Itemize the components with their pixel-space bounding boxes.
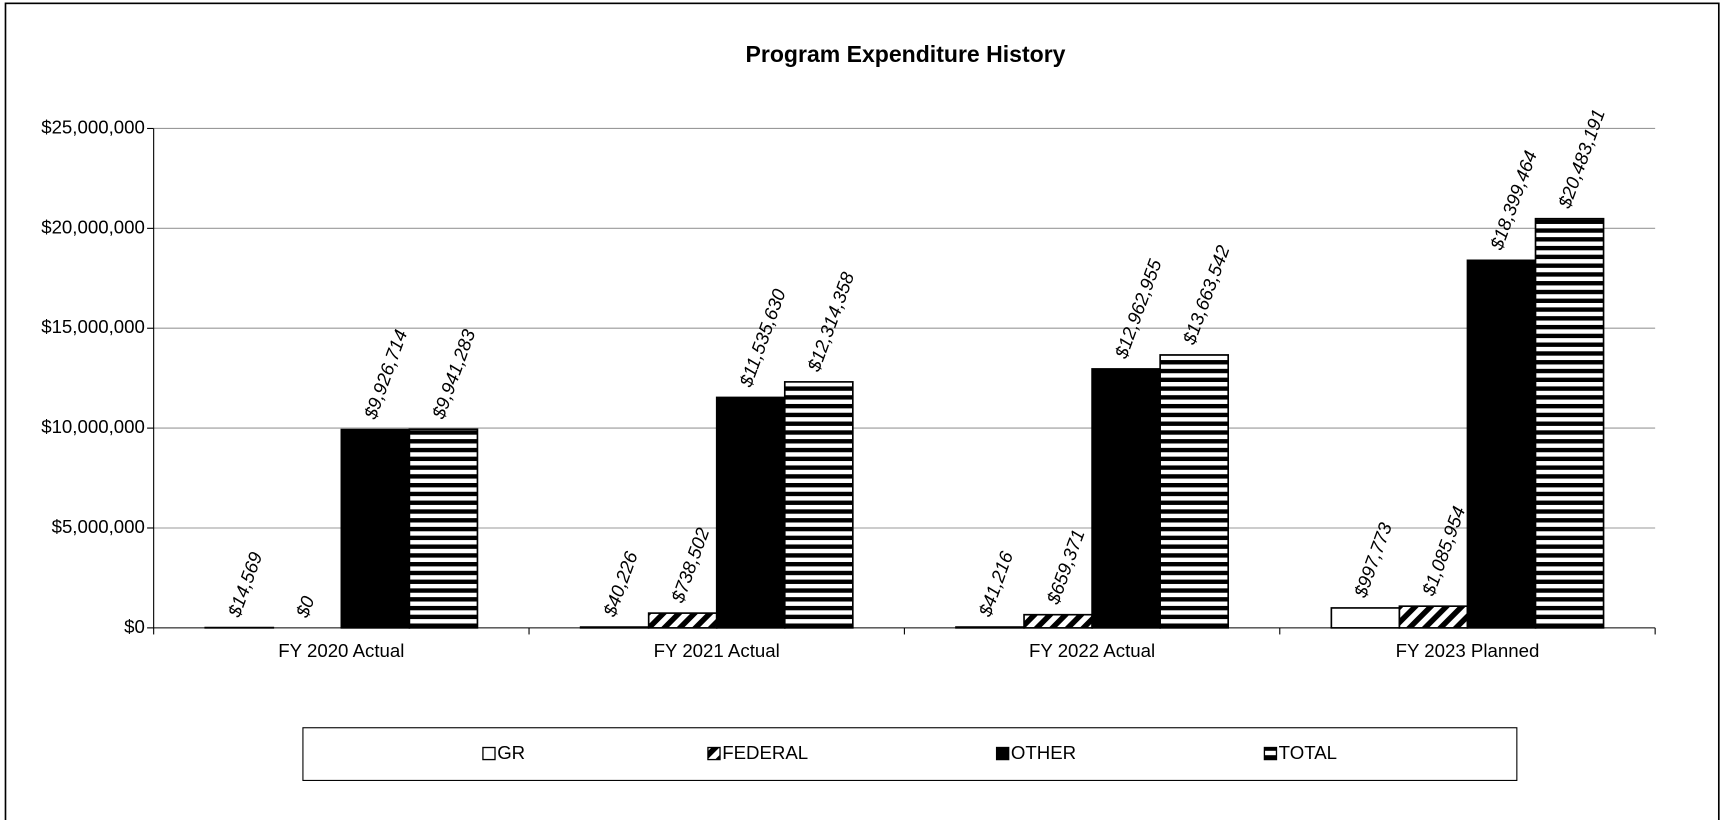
legend-box [302, 727, 1518, 781]
x-tick-label: FY 2021 Actual [654, 640, 780, 661]
legend-label: OTHER [1011, 742, 1076, 763]
legend-label: FEDERAL [722, 742, 808, 763]
chart-border [4, 2, 1720, 820]
y-tick-label: $5,000,000 [52, 516, 145, 537]
bar [955, 626, 1025, 629]
x-tick-label: FY 2022 Actual [1029, 640, 1155, 661]
chart-title: Program Expenditure History [746, 41, 1066, 67]
legend-swatch [1263, 746, 1278, 761]
legend-swatch [995, 746, 1010, 761]
bar [1534, 217, 1605, 629]
legend-swatch [707, 746, 721, 761]
y-tick-label: $20,000,000 [41, 216, 145, 237]
y-tick-label: $25,000,000 [41, 116, 145, 137]
legend-label: TOTAL [1279, 742, 1337, 763]
bar [647, 612, 718, 629]
bar [1091, 368, 1161, 629]
bar [1159, 354, 1230, 629]
y-tick-label: $15,000,000 [41, 316, 145, 337]
bar [1398, 605, 1469, 629]
x-tick-label: FY 2023 Planned [1396, 640, 1540, 661]
bar [408, 428, 479, 629]
bar [1330, 607, 1401, 629]
bar [783, 381, 854, 629]
legend-swatch [482, 746, 496, 761]
y-tick-label: $0 [124, 616, 145, 637]
bar [1466, 259, 1537, 629]
x-tick-label: FY 2020 Actual [278, 640, 404, 661]
bar [1023, 613, 1093, 629]
bar [579, 626, 650, 629]
bar [715, 396, 786, 629]
bar [340, 428, 411, 629]
y-tick-label: $10,000,000 [41, 416, 145, 437]
legend-label: GR [497, 742, 525, 763]
